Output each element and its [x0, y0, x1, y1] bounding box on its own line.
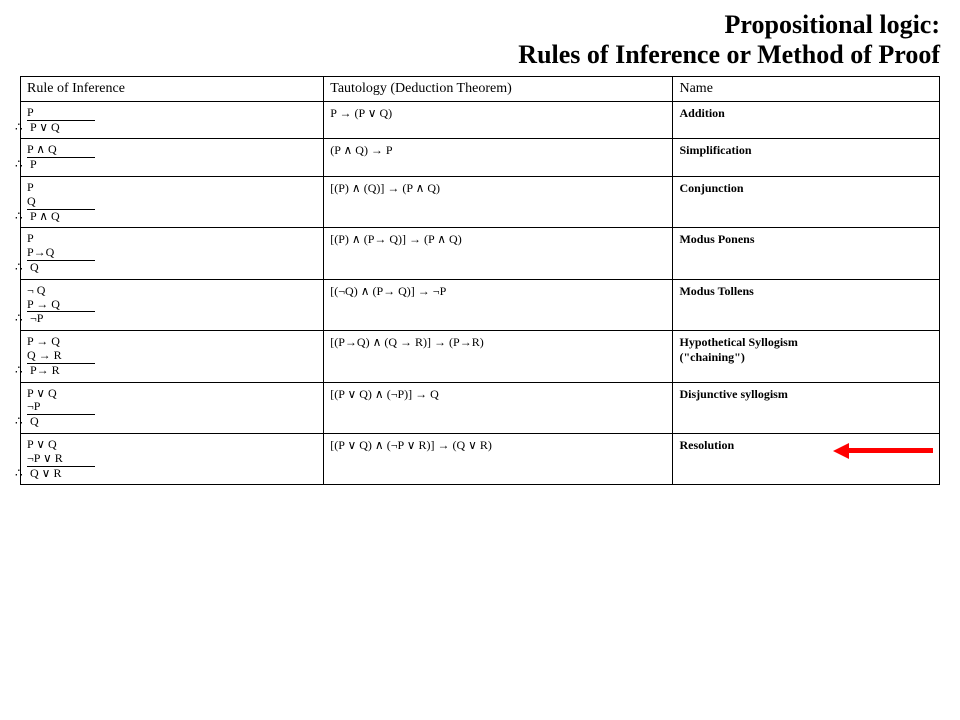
tautology-cell: (P ∧ Q) → P — [324, 139, 673, 177]
premise: P→Q — [27, 246, 317, 261]
conclusion: ∴ P ∨ Q — [27, 121, 317, 135]
title-line2: Rules of Inference or Method of Proof — [518, 40, 940, 69]
tautology-cell: [(P) ∧ (P→ Q)] → (P ∧ Q) — [324, 228, 673, 279]
table-row: P ∨ Q¬P∴ Q[(P ∨ Q) ∧ (¬P)] → QDisjunctiv… — [21, 382, 940, 433]
therefore-symbol: ∴ — [15, 364, 27, 378]
rule-cell: P ∨ Q¬P ∨ R∴ Q ∨ R — [21, 433, 324, 484]
conclusion: ∴ Q — [27, 261, 317, 275]
conclusion: ∴ Q ∨ R — [27, 467, 317, 481]
header-rule: Rule of Inference — [21, 76, 324, 101]
tautology-cell: [(¬Q) ∧ (P→ Q)] → ¬P — [324, 279, 673, 330]
rule-cell: P∴ P ∨ Q — [21, 101, 324, 139]
premise: P ∧ Q — [27, 143, 317, 158]
conclusion: ∴ P→ R — [27, 364, 317, 378]
rule-cell: P ∨ Q¬P∴ Q — [21, 382, 324, 433]
conclusion: ∴ Q — [27, 415, 317, 429]
therefore-symbol: ∴ — [15, 312, 27, 326]
premise: P — [27, 232, 317, 246]
rule-name-line: Simplification — [679, 143, 933, 158]
table-row: P ∧ Q∴ P(P ∧ Q) → PSimplification — [21, 139, 940, 177]
title-line1: Propositional logic: — [725, 10, 940, 39]
rule-name-line: ("chaining") — [679, 350, 933, 365]
premise: P → Q — [27, 335, 317, 349]
table-body: P∴ P ∨ QP → (P ∨ Q)AdditionP ∧ Q∴ P(P ∧ … — [21, 101, 940, 485]
premise: ¬ Q — [27, 284, 317, 298]
premise: Q — [27, 195, 317, 210]
table-row: PP→Q∴ Q[(P) ∧ (P→ Q)] → (P ∧ Q)Modus Pon… — [21, 228, 940, 279]
premise: P — [27, 106, 317, 121]
conclusion: ∴ P ∧ Q — [27, 210, 317, 224]
name-cell: Addition — [673, 101, 940, 139]
name-cell: Resolution — [673, 433, 940, 484]
tautology-cell: P → (P ∨ Q) — [324, 101, 673, 139]
tautology-cell: [(P ∨ Q) ∧ (¬P ∨ R)] → (Q ∨ R) — [324, 433, 673, 484]
name-cell: Simplification — [673, 139, 940, 177]
header-name: Name — [673, 76, 940, 101]
therefore-symbol: ∴ — [15, 210, 27, 224]
premise: Q → R — [27, 349, 317, 364]
name-cell: Conjunction — [673, 176, 940, 227]
tautology-cell: [(P→Q) ∧ (Q → R)] → (P→R) — [324, 331, 673, 382]
premise: ¬P ∨ R — [27, 452, 317, 467]
arrow-left-icon — [833, 442, 933, 460]
name-cell: Modus Tollens — [673, 279, 940, 330]
rule-name-line: Modus Ponens — [679, 232, 933, 247]
premise: P ∨ Q — [27, 387, 317, 401]
table-row: PQ∴ P ∧ Q[(P) ∧ (Q)] → (P ∧ Q)Conjunctio… — [21, 176, 940, 227]
rule-name-line: Hypothetical Syllogism — [679, 335, 933, 350]
table-row: P ∨ Q¬P ∨ R∴ Q ∨ R[(P ∨ Q) ∧ (¬P ∨ R)] →… — [21, 433, 940, 484]
rule-name-line: Disjunctive syllogism — [679, 387, 933, 402]
inference-rules-table: Rule of Inference Tautology (Deduction T… — [20, 76, 940, 486]
rule-cell: PQ∴ P ∧ Q — [21, 176, 324, 227]
table-header-row: Rule of Inference Tautology (Deduction T… — [21, 76, 940, 101]
name-cell: Disjunctive syllogism — [673, 382, 940, 433]
therefore-symbol: ∴ — [15, 415, 27, 429]
rule-name-line: Modus Tollens — [679, 284, 933, 299]
header-tautology: Tautology (Deduction Theorem) — [324, 76, 673, 101]
premise: P → Q — [27, 298, 317, 313]
premise: P ∨ Q — [27, 438, 317, 452]
table-row: P∴ P ∨ QP → (P ∨ Q)Addition — [21, 101, 940, 139]
table-row: ¬ QP → Q∴ ¬P[(¬Q) ∧ (P→ Q)] → ¬PModus To… — [21, 279, 940, 330]
rule-cell: P → QQ → R∴ P→ R — [21, 331, 324, 382]
therefore-symbol: ∴ — [15, 261, 27, 275]
rule-name-line: Addition — [679, 106, 933, 121]
tautology-cell: [(P ∨ Q) ∧ (¬P)] → Q — [324, 382, 673, 433]
name-cell: Modus Ponens — [673, 228, 940, 279]
table-row: P → QQ → R∴ P→ R[(P→Q) ∧ (Q → R)] → (P→R… — [21, 331, 940, 382]
therefore-symbol: ∴ — [15, 158, 27, 172]
conclusion: ∴ P — [27, 158, 317, 172]
rule-cell: PP→Q∴ Q — [21, 228, 324, 279]
premise: P — [27, 181, 317, 195]
therefore-symbol: ∴ — [15, 467, 27, 481]
premise: ¬P — [27, 400, 317, 415]
name-cell: Hypothetical Syllogism("chaining") — [673, 331, 940, 382]
rule-name-line: Conjunction — [679, 181, 933, 196]
conclusion: ∴ ¬P — [27, 312, 317, 326]
page-title: Propositional logic: Rules of Inference … — [20, 10, 940, 70]
rule-cell: ¬ QP → Q∴ ¬P — [21, 279, 324, 330]
rule-cell: P ∧ Q∴ P — [21, 139, 324, 177]
tautology-cell: [(P) ∧ (Q)] → (P ∧ Q) — [324, 176, 673, 227]
therefore-symbol: ∴ — [15, 121, 27, 135]
